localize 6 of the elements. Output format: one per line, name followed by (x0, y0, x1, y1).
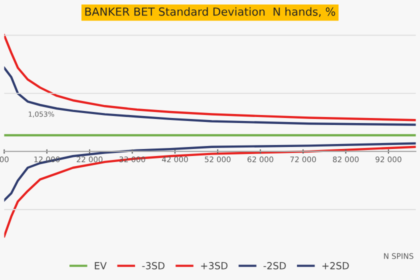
legend-label: EV (94, 262, 107, 270)
legend-label: +3SD (201, 262, 228, 270)
chart-title: BANKER BET Standard Deviation N hands, % (85, 7, 336, 17)
legend-label: +2SD (322, 262, 349, 270)
legend-label: -3SD (142, 262, 164, 270)
legend-label: -2SD (264, 262, 286, 270)
